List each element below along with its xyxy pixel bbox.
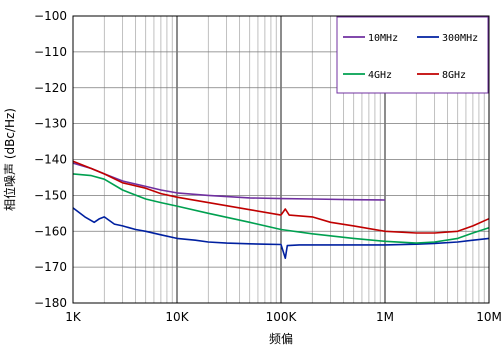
series-layer: [72, 160, 490, 259]
legend-label-300MHz: 300MHz: [442, 33, 478, 44]
x-axis-label: 频偏: [269, 331, 293, 346]
grid-lines: [72, 15, 490, 304]
x-tick-label: 100K: [266, 310, 298, 324]
y-tick-label: −170: [34, 260, 67, 274]
y-tick-label: −180: [34, 296, 67, 310]
legend-label-8GHz: 8GHz: [442, 70, 466, 81]
x-tick-label: 1K: [65, 310, 82, 324]
y-tick-label: −160: [34, 224, 67, 238]
legend-label-4GHz: 4GHz: [368, 70, 392, 81]
y-tick-label: −100: [34, 9, 67, 23]
legend-label-10MHz: 10MHz: [368, 33, 398, 44]
y-tick-label: −140: [34, 153, 67, 167]
legend: 10MHz 300MHz 4GHz 8GHz: [336, 16, 489, 94]
y-tick-label: −110: [34, 45, 67, 59]
y-axis-label: 相位噪声 (dBc/Hz): [2, 108, 17, 211]
plot-border: [72, 15, 490, 304]
series-line-300MHz: [72, 207, 490, 259]
y-tick-label: −150: [34, 188, 67, 202]
series-line-4GHz: [72, 173, 490, 244]
x-tick-label: 10M: [476, 310, 502, 324]
x-tick-label: 10K: [165, 310, 189, 324]
y-tick-label: −120: [34, 81, 67, 95]
x-tick-label: 1M: [376, 310, 394, 324]
y-tick-label: −130: [34, 117, 67, 131]
legend-box: [336, 16, 489, 94]
series-line-8GHz: [72, 160, 490, 234]
